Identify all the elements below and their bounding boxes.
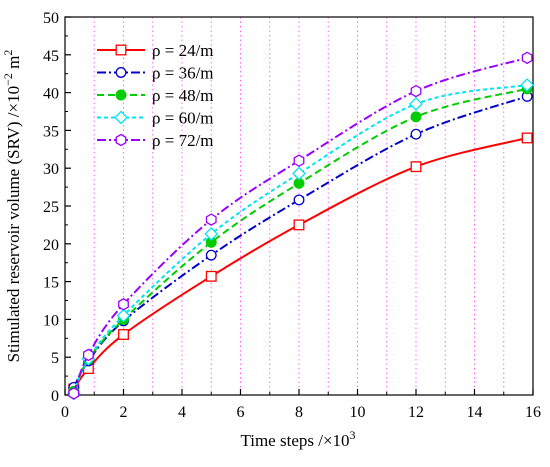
data-point [521, 132, 533, 144]
y-tick-label: 15 [43, 275, 59, 292]
y-axis-title: Stimulated reservoir volume (SRV) /×10−2… [1, 50, 23, 363]
legend-label: ρ = 48/m [152, 86, 214, 105]
y-axis-title-superscript-1: −2 [1, 73, 15, 86]
data-point [520, 78, 535, 92]
data-point [205, 213, 217, 226]
legend-label: ρ = 60/m [152, 109, 214, 128]
series-5 [68, 51, 533, 400]
x-tick-label: 2 [120, 404, 128, 421]
data-point [293, 219, 305, 231]
y-tick-label: 45 [43, 48, 59, 65]
y-tick-label: 20 [43, 237, 59, 254]
data-point [409, 97, 423, 111]
data-point [204, 227, 219, 241]
x-tick-label: 12 [408, 404, 424, 421]
legend-swatch-marker [115, 44, 127, 56]
data-point [410, 84, 422, 98]
legend-entry: ρ = 36/m [97, 64, 214, 83]
series-line [72, 95, 528, 388]
legend-entry: ρ = 60/m [97, 109, 214, 128]
data-point [410, 111, 422, 123]
data-point [68, 387, 80, 400]
data-point [521, 51, 533, 65]
data-point [410, 161, 422, 173]
data-point [116, 308, 131, 323]
data-point [293, 154, 305, 167]
legend-entry: ρ = 24/m [97, 41, 214, 60]
legend: ρ = 24/m ρ = 36/m ρ = 48/m ρ = 60/m ρ = 72/m [97, 41, 214, 150]
legend-swatch-marker [115, 133, 127, 147]
legend-entry: ρ = 72/m [97, 131, 214, 150]
legend-swatch-marker [115, 89, 127, 101]
x-tick-label: 8 [295, 404, 303, 421]
y-tick-label: 25 [43, 199, 59, 216]
x-tick-label: 0 [61, 404, 69, 421]
x-tick-label: 6 [237, 404, 245, 421]
series-4 [66, 78, 535, 401]
y-tick-label: 5 [51, 350, 59, 367]
legend-label: ρ = 24/m [152, 41, 214, 60]
x-axis-title: Time steps /×103 [240, 428, 355, 450]
y-tick-label: 35 [43, 123, 59, 140]
data-point [205, 270, 217, 282]
y-tick-label: 10 [43, 312, 59, 329]
legend-swatch-marker [114, 110, 128, 125]
data-point [82, 348, 94, 362]
x-tick-label: 16 [525, 404, 541, 421]
series-layer [66, 51, 535, 401]
x-tick-label: 4 [178, 404, 186, 421]
y-tick-label: 40 [43, 86, 59, 103]
axis-ticks: 0 2 4 6 8 10 12 14 16 0 5 10 15 20 25 30 35 40 45 50 [43, 10, 541, 421]
data-point [293, 194, 305, 206]
data-point [205, 249, 217, 261]
y-axis-title-superscript-2: 2 [1, 50, 15, 56]
legend-label: ρ = 72/m [152, 131, 214, 150]
y-tick-label: 0 [51, 388, 59, 405]
x-axis-title-superscript: 3 [350, 428, 356, 442]
series-line [72, 87, 528, 392]
data-point [118, 329, 129, 340]
y-tick-label: 30 [43, 161, 59, 178]
x-tick-label: 14 [467, 404, 483, 421]
legend-swatch-marker [115, 67, 127, 78]
series-3 [68, 83, 533, 397]
y-axis-title-unit: m [4, 56, 23, 73]
series-line [72, 84, 528, 394]
x-tick-label: 10 [350, 404, 366, 421]
data-point [410, 128, 422, 140]
data-point [292, 166, 306, 181]
series-2 [68, 90, 533, 393]
data-point [118, 298, 129, 311]
y-tick-label: 50 [43, 10, 59, 27]
legend-entry: ρ = 48/m [97, 86, 214, 105]
legend-label: ρ = 36/m [152, 64, 214, 83]
